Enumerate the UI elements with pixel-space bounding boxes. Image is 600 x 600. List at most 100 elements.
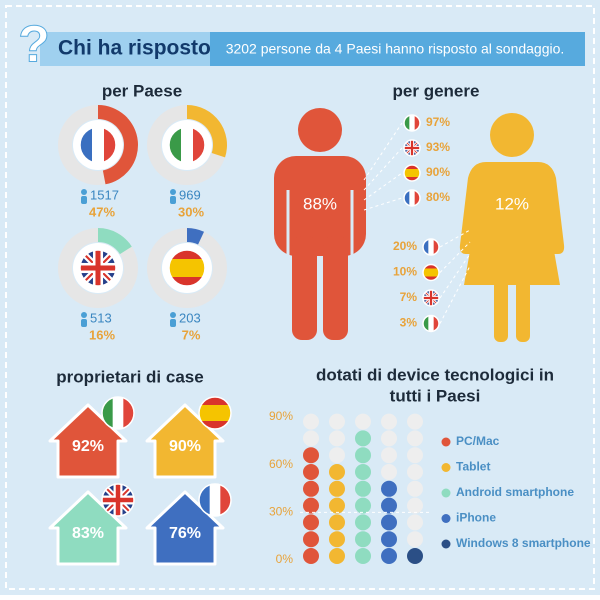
- dot-column: [407, 413, 423, 564]
- flag-cross: [410, 140, 414, 156]
- dot-column: [381, 413, 397, 564]
- flag-stripe: [209, 484, 221, 516]
- leg: [516, 280, 530, 342]
- flag-rim: [168, 249, 206, 287]
- flag: [404, 165, 420, 181]
- flag-stripe: [404, 115, 410, 131]
- y-tick-label: 0%: [276, 552, 294, 566]
- dot: [303, 548, 319, 564]
- dot: [355, 430, 371, 447]
- legend-label: Windows 8 smartphone: [456, 536, 591, 550]
- flag-rim: [79, 126, 117, 164]
- dot: [381, 514, 397, 531]
- flag-rim: [422, 314, 440, 333]
- flag-rim: [168, 126, 206, 164]
- dot: [407, 480, 423, 497]
- section-title: per Paese: [102, 81, 182, 100]
- border: [5, 5, 595, 590]
- flag: [102, 397, 134, 429]
- dot: [381, 531, 397, 548]
- flag-cross: [429, 290, 433, 306]
- gender-row-label: 97%: [426, 115, 450, 129]
- house-label: 83%: [72, 525, 104, 542]
- connector: [439, 265, 471, 324]
- leg: [494, 280, 508, 342]
- house-label: 92%: [72, 438, 104, 455]
- person-icon: [81, 189, 87, 195]
- dot-column: [329, 413, 345, 564]
- flag-stripe: [409, 115, 416, 131]
- flag-stripe: [199, 405, 231, 421]
- count: 203: [179, 310, 201, 325]
- flag: [423, 315, 439, 332]
- dot: [407, 430, 423, 447]
- flag-stripe: [181, 127, 194, 163]
- dot: [381, 480, 397, 497]
- legend-label: iPhone: [456, 511, 496, 525]
- torso: [274, 156, 366, 256]
- dot: [355, 447, 371, 464]
- person-icon: [170, 312, 176, 318]
- flag-cross: [95, 250, 101, 286]
- female-figure: [459, 113, 565, 342]
- legend-swatch: [441, 539, 451, 549]
- gender-row-label: 80%: [426, 190, 450, 204]
- person-icon: [170, 189, 176, 195]
- donut-arc: [187, 228, 205, 245]
- flag-stripe: [112, 397, 124, 429]
- flag-stripe: [414, 190, 420, 206]
- flag: [199, 484, 231, 516]
- dot: [355, 548, 371, 564]
- dot: [407, 531, 423, 548]
- flag-stripe: [199, 484, 211, 516]
- dot: [407, 413, 423, 430]
- percent: 7%: [182, 327, 201, 342]
- percent: 30%: [178, 204, 204, 219]
- legend-label: PC/Mac: [456, 434, 500, 448]
- legend-swatch: [441, 463, 451, 472]
- flag-stripe: [404, 190, 410, 206]
- count: 513: [90, 310, 112, 325]
- dot: [329, 413, 345, 430]
- connector: [439, 253, 471, 299]
- flag-stripe: [414, 115, 420, 131]
- y-tick-label: 30%: [269, 505, 293, 519]
- legend-swatch: [441, 514, 451, 523]
- person-icon: [81, 319, 87, 327]
- person-icon: [81, 312, 87, 318]
- flag-rim: [403, 114, 421, 132]
- head: [298, 108, 342, 152]
- flag-rim: [403, 139, 421, 157]
- person-icon: [81, 196, 87, 204]
- male-figure: [274, 108, 366, 340]
- dot: [407, 464, 423, 480]
- flag-stripe: [423, 315, 429, 332]
- gender-row-label: 90%: [426, 165, 450, 179]
- flag: [423, 239, 439, 255]
- flag-rim: [101, 396, 135, 430]
- header-title-bg: [40, 32, 210, 66]
- flag-stripe: [123, 397, 134, 429]
- head: [490, 113, 534, 157]
- gender-row-label: 3%: [400, 316, 418, 330]
- gender-row-label: 10%: [393, 265, 417, 279]
- male-label: 88%: [303, 194, 337, 213]
- dot: [355, 531, 371, 548]
- flag-stripe: [433, 315, 439, 332]
- dot: [303, 464, 319, 480]
- dot: [381, 430, 397, 447]
- dot: [407, 548, 423, 564]
- dress: [459, 162, 565, 285]
- flag-cross: [115, 484, 121, 516]
- dot: [329, 447, 345, 464]
- flag-rim: [198, 483, 232, 517]
- dot: [355, 514, 371, 531]
- flag-stripe: [220, 484, 231, 516]
- flag-stripe: [409, 190, 416, 206]
- header-subtitle: 3202 persone da 4 Paesi hanno risposto a…: [226, 41, 565, 57]
- dot: [381, 447, 397, 464]
- donut-arc: [187, 105, 227, 158]
- flag: [169, 250, 205, 286]
- count: 969: [179, 187, 201, 202]
